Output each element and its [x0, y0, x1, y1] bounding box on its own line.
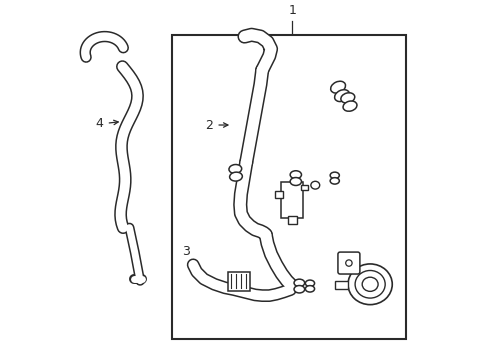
Ellipse shape: [310, 181, 319, 189]
Text: 1: 1: [288, 4, 296, 17]
Ellipse shape: [228, 165, 241, 174]
Ellipse shape: [329, 172, 339, 179]
Bar: [275, 191, 283, 198]
Text: 4: 4: [95, 117, 102, 130]
Bar: [287, 216, 296, 224]
Ellipse shape: [305, 280, 314, 287]
Text: 2: 2: [204, 118, 212, 131]
Ellipse shape: [345, 260, 351, 266]
Ellipse shape: [340, 93, 354, 103]
FancyBboxPatch shape: [281, 183, 303, 218]
Ellipse shape: [289, 171, 301, 179]
Ellipse shape: [362, 277, 377, 291]
Bar: [172, 35, 405, 339]
Text: 3: 3: [182, 245, 190, 258]
Ellipse shape: [329, 177, 339, 184]
Ellipse shape: [334, 90, 349, 102]
Bar: [301, 185, 307, 190]
Ellipse shape: [305, 285, 314, 292]
Ellipse shape: [347, 264, 391, 305]
Ellipse shape: [343, 101, 356, 111]
Ellipse shape: [330, 81, 345, 93]
Ellipse shape: [289, 177, 301, 185]
FancyBboxPatch shape: [227, 271, 250, 291]
Ellipse shape: [354, 270, 385, 298]
Ellipse shape: [229, 172, 242, 181]
Ellipse shape: [293, 279, 304, 287]
Ellipse shape: [293, 285, 304, 293]
Bar: [335, 281, 347, 288]
FancyBboxPatch shape: [337, 252, 359, 274]
